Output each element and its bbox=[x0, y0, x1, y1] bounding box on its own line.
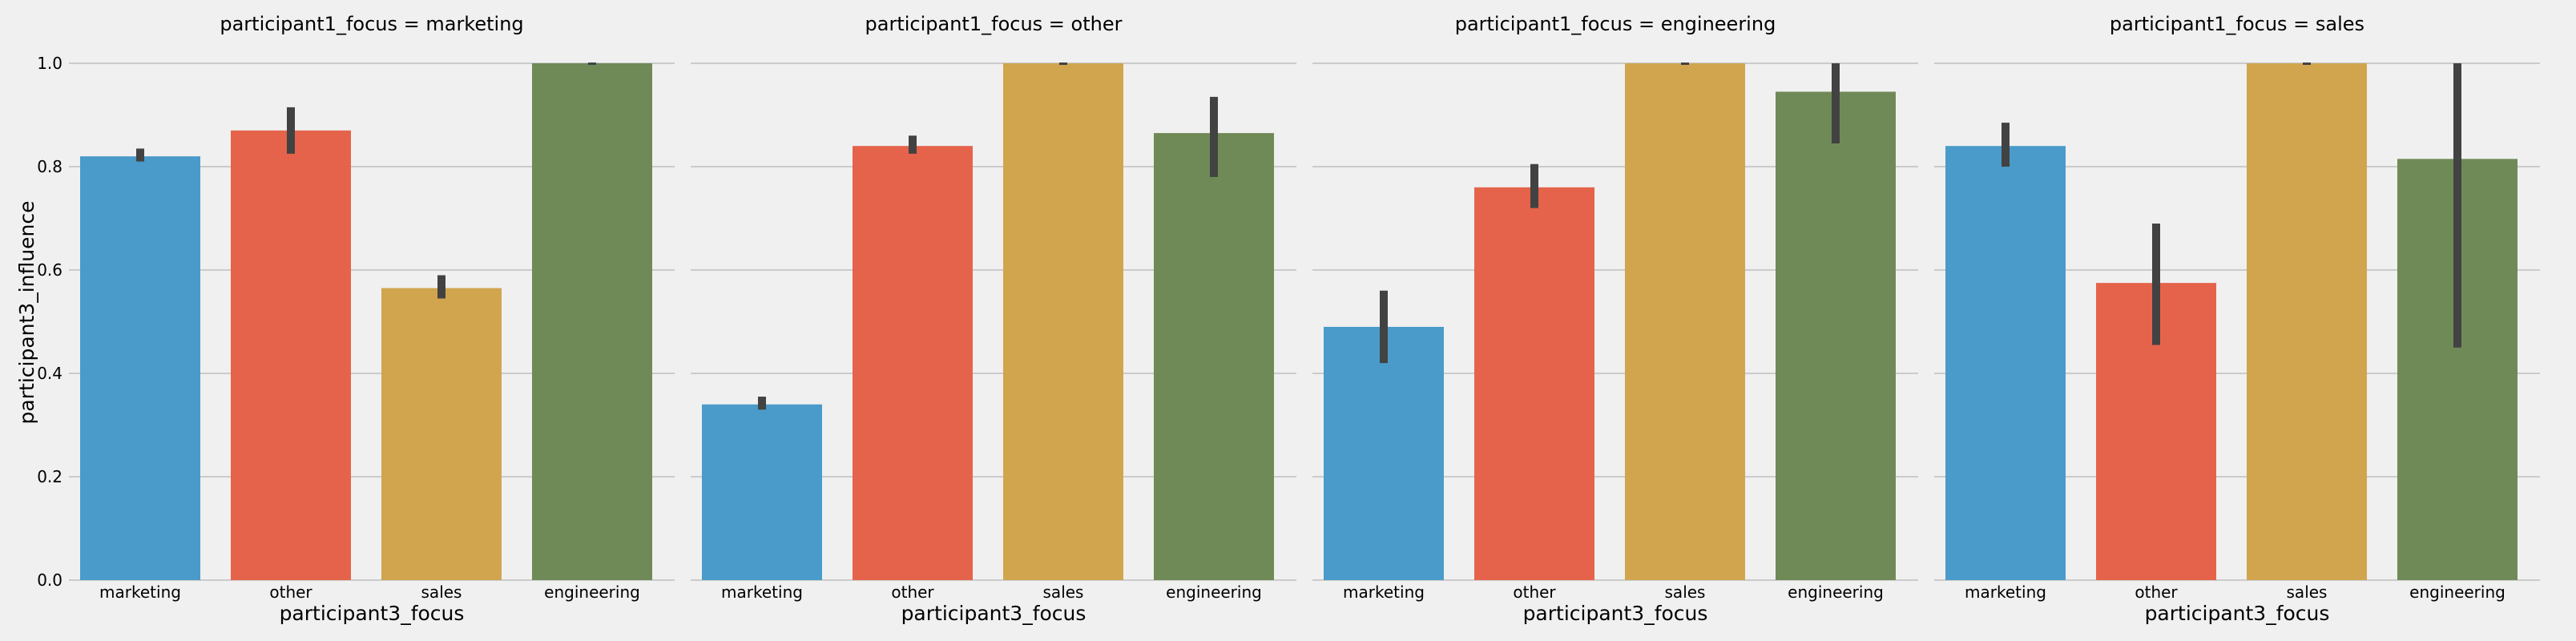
bar-sales bbox=[1003, 63, 1123, 580]
x-axis-label: participant3_focus bbox=[1523, 602, 1708, 625]
bar-engineering bbox=[1154, 133, 1274, 580]
panel-title: participant1_focus = engineering bbox=[1455, 13, 1776, 35]
y-tick-label: 0.2 bbox=[37, 467, 62, 486]
bar-engineering bbox=[532, 63, 652, 580]
panel-title: participant1_focus = other bbox=[865, 13, 1123, 35]
x-tick-label: engineering bbox=[1788, 583, 1884, 602]
x-tick-label: sales bbox=[1043, 583, 1084, 602]
y-tick-label: 1.0 bbox=[37, 54, 62, 73]
x-tick-label: marketing bbox=[1343, 583, 1425, 602]
x-tick-label: other bbox=[269, 583, 312, 602]
bar-sales bbox=[1625, 63, 1745, 580]
panel-title: participant1_focus = marketing bbox=[220, 13, 523, 35]
panel-1: 0.0 0.2 0.4 0.6 0.8 1.0 participant1_focus = m… bbox=[37, 13, 675, 625]
bar-other bbox=[231, 130, 351, 581]
x-axis-label: participant3_focus bbox=[901, 602, 1086, 625]
x-tick-label: other bbox=[1513, 583, 1556, 602]
y-tick-label: 0.6 bbox=[37, 260, 62, 280]
bar-marketing bbox=[1324, 326, 1444, 580]
panel-3: participant1_focus = engineering marketin… bbox=[1312, 13, 1918, 625]
y-tick-label: 0.8 bbox=[37, 157, 62, 176]
x-tick-label: other bbox=[2135, 583, 2178, 602]
y-tick-label: 0.0 bbox=[37, 570, 62, 590]
chart-panels: 0.0 0.2 0.4 0.6 0.8 1.0 participant1_focus = m… bbox=[37, 13, 2540, 625]
bar-sales bbox=[2247, 63, 2367, 580]
panel-title: participant1_focus = sales bbox=[2110, 13, 2364, 35]
panel-2: participant1_focus = other marketing other… bbox=[691, 13, 1296, 625]
x-tick-label: sales bbox=[2287, 583, 2328, 602]
y-axis-label: participant3_influence bbox=[15, 201, 38, 425]
x-tick-label: engineering bbox=[544, 583, 640, 602]
x-tick-label: sales bbox=[1665, 583, 1706, 602]
y-tick-label: 0.4 bbox=[37, 364, 62, 383]
bar-marketing bbox=[702, 404, 822, 580]
x-tick-label: engineering bbox=[2409, 583, 2505, 602]
bar-other bbox=[1474, 187, 1594, 581]
bar-other bbox=[853, 146, 973, 580]
bar-engineering bbox=[1776, 91, 1896, 581]
x-tick-label: marketing bbox=[99, 583, 181, 602]
x-tick-label: sales bbox=[421, 583, 462, 602]
x-tick-label: engineering bbox=[1166, 583, 1262, 602]
bar-marketing bbox=[80, 156, 200, 581]
x-tick-label: other bbox=[891, 583, 934, 602]
x-tick-label: marketing bbox=[721, 583, 803, 602]
panel-4: participant1_focus = sales marketing other… bbox=[1934, 13, 2540, 625]
x-tick-label: marketing bbox=[1965, 583, 2046, 602]
x-axis-label: participant3_focus bbox=[2145, 602, 2330, 625]
x-axis-label: participant3_focus bbox=[280, 602, 465, 625]
bar-marketing bbox=[1945, 146, 2066, 580]
bar-sales bbox=[381, 288, 502, 580]
